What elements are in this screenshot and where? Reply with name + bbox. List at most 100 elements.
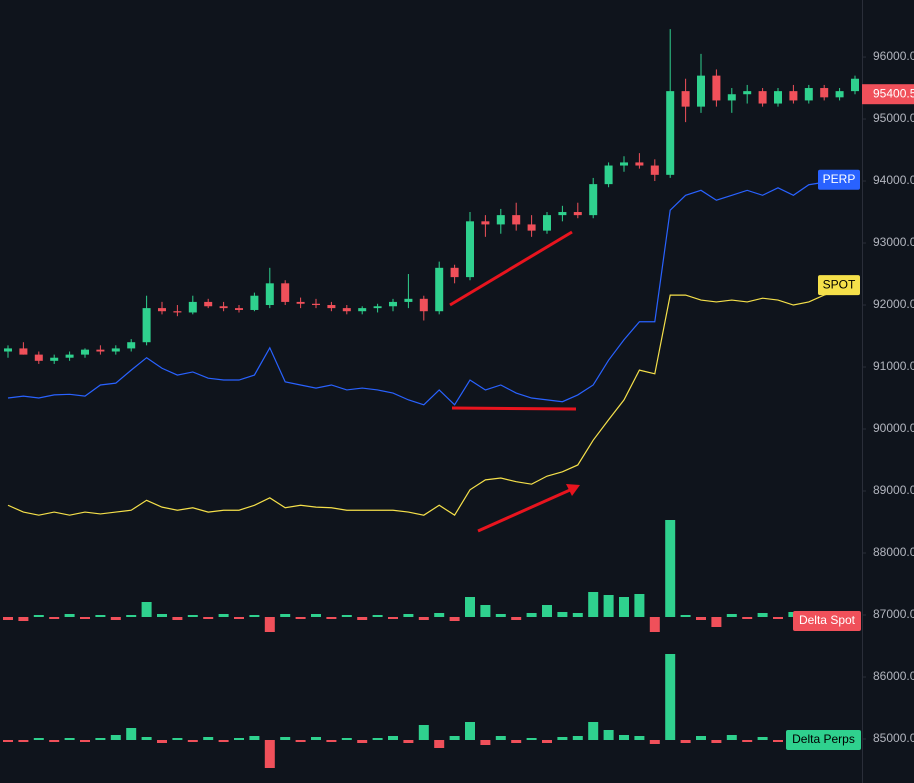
histogram-bar [3,617,13,620]
histogram-bar [773,740,783,742]
candle-body [774,91,782,104]
y-tick-label: 91000.00 [873,359,914,373]
candle-body [697,75,705,107]
candle-body [635,162,644,166]
y-tick-label: 87000.00 [873,607,914,621]
candle-body [158,308,166,312]
trend-line [451,406,577,411]
candle-body [358,308,367,312]
histogram-bar [711,617,722,627]
candle-body [727,94,736,101]
histogram-bar [619,735,629,740]
histogram-bar [172,738,183,740]
candle-body [681,91,690,107]
histogram-bar [295,740,306,742]
histogram-bar [3,740,13,742]
histogram-bar [49,740,60,742]
histogram-bar [126,615,137,617]
candle-body [419,298,428,312]
histogram-bar [218,614,229,617]
histogram-bar [110,735,121,740]
histogram-bar [588,722,599,740]
histogram-bar [449,736,460,740]
histogram-bar [773,617,783,619]
candle-body [589,184,598,216]
candle-body [743,91,752,95]
candle-body [19,348,28,355]
histogram-bar [326,740,337,742]
y-tick-label: 95000.00 [873,111,914,125]
histogram-bar [480,605,491,617]
y-tick-label: 93000.00 [873,235,914,249]
histogram-badge [786,730,861,750]
candle-body [235,308,243,310]
histogram-label: Delta Perps [792,732,855,746]
histogram-bar [311,614,321,617]
histogram-bar [234,617,244,619]
histogram-bar [341,738,352,740]
trend-arrow [477,488,571,533]
histogram-bar [341,615,352,617]
y-tick-label: 89000.00 [873,483,914,497]
candle-body [173,311,182,313]
candle-body [204,301,213,307]
y-tick-label: 85000.00 [873,731,914,745]
histogram-bar [696,736,706,740]
y-tick-label: 97000.00 [873,0,914,1]
candle-body [558,212,567,216]
histogram-bar [557,737,568,740]
candle-body [65,354,74,358]
arrow-head [566,484,580,496]
histogram-bar [511,617,522,620]
candle-body [604,165,613,185]
candle-body [512,215,521,225]
candle-body [620,162,628,166]
candle-body [450,267,459,278]
candle-body [127,342,136,349]
candle-body [496,215,505,225]
histogram-bar [465,722,475,740]
candle-body [188,301,197,313]
candle-body [804,88,813,101]
histogram-bar [311,737,321,740]
histogram-bar [388,736,398,740]
legend-label: PERP [823,172,856,186]
histogram-bar [495,736,506,740]
candle-body [342,308,351,312]
candle-body [50,357,59,361]
histogram-bar [187,615,198,617]
trend-line [449,230,573,307]
candle-body [404,298,413,302]
candle-body [312,303,320,306]
histogram-bar [357,740,368,743]
histogram-label: Delta Spot [799,613,856,627]
candle-body [789,91,798,101]
y-tick-label: 86000.00 [873,669,914,683]
histogram-bar [33,738,44,740]
histogram-bar [64,738,75,740]
histogram-bar [141,602,152,617]
histogram-bar [588,592,599,617]
candle-body [527,224,536,231]
last-price-label: 95400.5 [873,86,914,100]
histogram-bar [141,737,152,740]
histogram-bar [157,740,167,743]
histogram-bar [649,740,660,744]
histogram-badge [793,611,861,631]
histogram-bar [418,617,429,620]
histogram-bar [726,735,737,740]
histogram-bar [110,617,121,620]
candle-body [835,91,844,98]
histogram-bar [418,725,429,740]
histogram-bar [680,615,691,617]
legend-badge [818,275,860,296]
histogram-bar [434,613,445,617]
histogram-bar [480,740,491,745]
candle-body [466,221,474,278]
candle-body [4,348,12,352]
histogram-bar [465,597,475,617]
histogram-bar [64,614,75,617]
histogram-bar [603,595,614,617]
histogram-bar [511,740,522,743]
histogram-bar [187,740,198,742]
